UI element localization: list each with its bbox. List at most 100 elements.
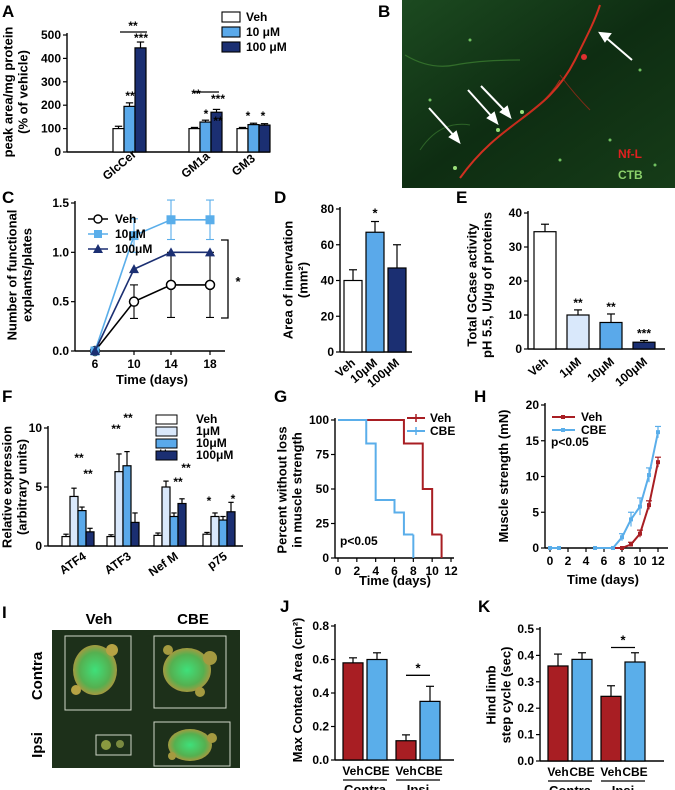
y-axis-label: Max Contact Area (cm²) — [290, 618, 305, 763]
bar-ATF3-1 — [114, 471, 124, 547]
bar-ATF3-3 — [130, 521, 140, 547]
data-point — [557, 546, 561, 550]
legend-marker — [561, 415, 565, 419]
legend-marker — [93, 214, 103, 224]
bar-Veh — [533, 231, 557, 350]
y-axis-label: Relative expression — [0, 426, 15, 548]
bar-ATF3-2 — [122, 465, 132, 547]
significance-mark: *** — [134, 31, 148, 45]
y-tick-label: 300 — [41, 75, 61, 89]
y-tick-label: 0 — [54, 145, 61, 159]
bar-CBE — [419, 700, 441, 761]
x-axis-label: Time (days) — [567, 572, 639, 587]
x-tick-label: 18 — [203, 357, 217, 371]
y-axis-label: Area of innervation — [281, 221, 296, 340]
panel-f-chart: F 0 5 10 Relative expression (arbitrary units… — [0, 387, 243, 579]
legend-label: Veh — [115, 212, 136, 226]
x-axis-label: Time (days) — [116, 372, 188, 387]
x-tick-label: 6 — [601, 554, 608, 568]
y-tick-label: 0 — [515, 342, 522, 356]
x-tick-label: 10 — [127, 357, 141, 371]
bar-GM3-0 — [236, 128, 249, 153]
y-tick-label: 20 — [526, 398, 540, 412]
y-tick-label: 0.0 — [517, 754, 534, 768]
y-tick-label: 0.5 — [517, 622, 534, 636]
data-point — [611, 546, 615, 550]
y-axis-label: Number of functional — [5, 210, 20, 341]
x-category-label: 1μM — [557, 355, 584, 381]
panel-label: F — [2, 387, 12, 406]
legend-label: 1μM — [196, 424, 220, 438]
y-axis-label: step cycle (sec) — [499, 647, 514, 744]
series-line — [94, 218, 210, 352]
y-tick-label: 10 — [526, 470, 540, 484]
data-point — [647, 503, 651, 508]
data-point — [165, 279, 177, 291]
x-tick-label: 14 — [164, 357, 178, 371]
y-axis-label: explants/plates — [20, 228, 35, 322]
significance-mark: * — [246, 109, 251, 123]
panel-i-label: I — [2, 603, 7, 622]
legend-label: 10μM — [115, 227, 146, 241]
arrow-icon — [428, 31, 633, 145]
bar-GM3-1 — [247, 124, 260, 153]
group-label: Ipsi — [407, 782, 429, 790]
x-category-label: Nef M — [146, 549, 181, 579]
x-category-label: 10μM — [584, 355, 617, 385]
panel-k-chart: K 0.0 0.1 0.2 0.3 0.4 0.5 Hind limb step cycle (… — [478, 597, 664, 790]
y-tick-label: 25 — [316, 517, 330, 531]
y-axis-label: Muscle strength (mN) — [496, 410, 511, 543]
data-point — [166, 247, 176, 257]
data-point — [129, 264, 139, 274]
p-value-label: p<0.05 — [340, 534, 378, 548]
y-tick-label: 10 — [509, 308, 523, 322]
panel-a-chart: A 0 100 200 300 400 500 peak area/mg protein (% … — [1, 2, 287, 183]
bar-GlcCer-1 — [123, 105, 136, 153]
bar-Veh — [342, 662, 364, 761]
bar-p75-0 — [202, 533, 212, 547]
panel-j-chart: J 0.0 0.2 0.4 0.6 0.8 Max Contact Area (cm²) Ve… — [280, 597, 454, 790]
bar-CBE — [571, 658, 593, 762]
data-point — [205, 247, 215, 257]
data-point — [629, 517, 633, 522]
x-tick-label: 6 — [92, 357, 99, 371]
y-tick-label: 1.0 — [52, 245, 69, 259]
bar-GM1a-1 — [199, 121, 212, 153]
y-tick-label: 0.6 — [312, 653, 329, 667]
x-category-label: ATF3 — [102, 549, 134, 577]
significance-mark: * — [261, 109, 266, 123]
bar-GlcCer-2 — [134, 47, 147, 153]
group-label: Contra — [344, 782, 387, 790]
y-tick-label: 15 — [526, 434, 540, 448]
data-point — [647, 473, 651, 478]
data-point — [620, 535, 624, 540]
y-tick-label: 0.0 — [312, 753, 329, 767]
bar-Veh — [395, 740, 417, 761]
bar-p75-2 — [218, 519, 228, 547]
y-tick-label: 500 — [41, 28, 61, 42]
bar-Nef M-1 — [161, 486, 171, 547]
panel-label: C — [2, 188, 14, 207]
x-tick-label: 2 — [353, 564, 360, 578]
veh-column-label: Veh — [86, 611, 113, 628]
data-point — [204, 279, 216, 291]
panel-label: A — [2, 2, 14, 21]
y-tick-label: 0 — [35, 539, 42, 553]
panel-b-label: B — [378, 2, 390, 21]
significance-mark: ** — [128, 19, 138, 33]
legend-label: 100 μM — [246, 40, 287, 54]
legend-marker — [93, 244, 103, 253]
y-tick-label: 40 — [321, 274, 335, 288]
survival-curve — [338, 419, 414, 536]
y-tick-label: 0 — [327, 345, 334, 359]
bar-ATF4-1 — [69, 495, 79, 547]
significance-mark: ** — [111, 422, 121, 436]
y-axis-label: pH 5.5, U/μg of proteins — [480, 212, 495, 358]
x-tick-label: 10 — [425, 564, 439, 578]
x-category-label: CBE — [569, 765, 594, 779]
x-category-label: Veh — [526, 355, 551, 379]
y-tick-label: 10 — [29, 421, 43, 435]
legend-swatch — [221, 26, 241, 38]
x-tick-label: 12 — [651, 554, 665, 568]
y-axis-label: (mm²) — [296, 262, 311, 298]
